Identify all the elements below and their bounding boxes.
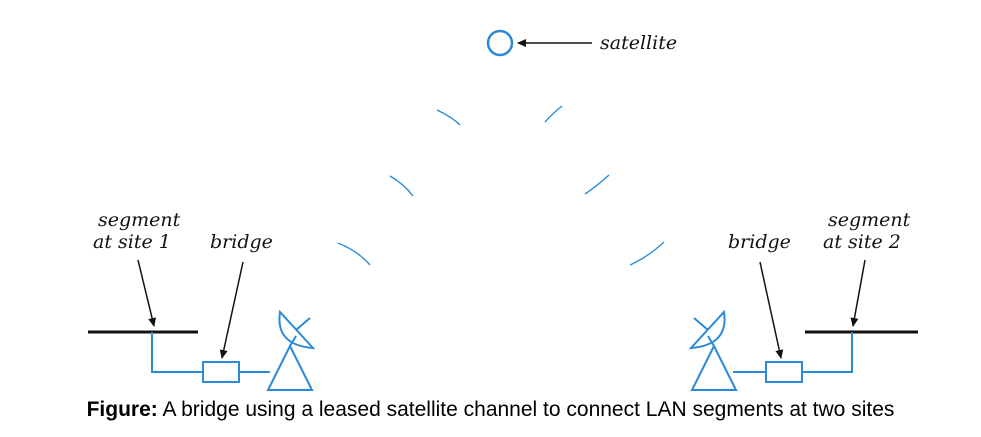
bridge-box-left: [202, 361, 240, 383]
arrow-bridge-right: [759, 261, 784, 359]
segment-site-2-label: at site 2: [823, 231, 901, 253]
wave-arc: [337, 242, 371, 266]
bridge-box-right: [765, 361, 803, 383]
wave-arc: [436, 109, 461, 126]
arrow-segment-site-1: [137, 259, 157, 327]
cable-right: [802, 332, 853, 373]
satellite-icon: [486, 29, 514, 57]
figure-caption: Figure: A bridge using a leased satellit…: [0, 398, 981, 422]
segment-site-1-label: segment: [98, 209, 181, 231]
satellite-label: satellite: [600, 32, 677, 54]
wave-arc: [544, 105, 563, 123]
wave-arc: [584, 174, 610, 195]
arrow-segment-site-2: [850, 259, 866, 327]
satellite-dish-left-icon: [266, 309, 316, 391]
segment-site-2-label: segment: [828, 209, 911, 231]
cable-left: [151, 332, 203, 373]
radio-waves-left: [337, 109, 461, 266]
arrow-bridge-left: [219, 261, 244, 359]
wave-arc: [389, 175, 414, 197]
caption-text: A bridge using a leased satellite channe…: [157, 398, 895, 421]
radio-waves-right: [544, 105, 665, 266]
segment-site-1-label: at site 1: [93, 231, 171, 253]
bridge-left-label: bridge: [210, 231, 273, 253]
satellite-dish-right-icon: [688, 309, 738, 391]
wave-arc: [629, 241, 665, 266]
bridge-right-label: bridge: [728, 231, 791, 253]
caption-prefix: Figure:: [86, 398, 158, 421]
